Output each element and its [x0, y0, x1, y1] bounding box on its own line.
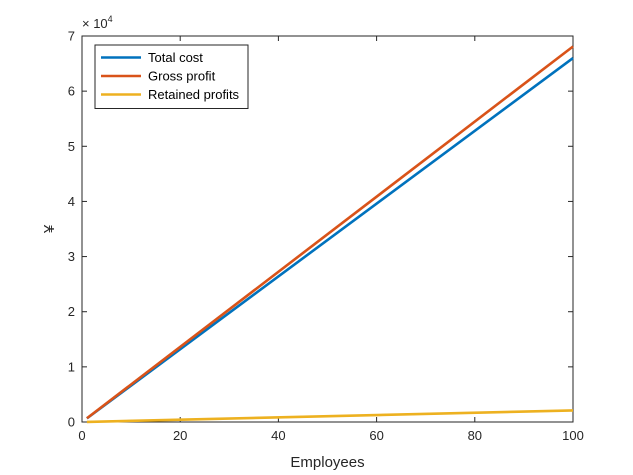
legend: Total cost Gross profit Retained profits — [94, 44, 249, 109]
y-exponent-power: 4 — [108, 14, 113, 24]
legend-label: Retained profits — [148, 87, 240, 102]
series-line-1 — [86, 45, 574, 420]
y-exponent-label: × 104 — [82, 14, 113, 31]
y-tick-label: 1 — [68, 359, 75, 374]
y-tick-label: 0 — [68, 415, 75, 430]
legend-label: Gross profit — [148, 69, 216, 84]
y-tick-label: 6 — [68, 84, 75, 99]
series-line-0 — [86, 57, 574, 420]
y-tick-label: 4 — [68, 194, 75, 209]
x-tick-label: 60 — [369, 428, 383, 443]
y-tick-label: 2 — [68, 304, 75, 319]
y-tick-label: 7 — [68, 29, 75, 44]
x-tick-label: 0 — [78, 428, 85, 443]
x-tick-label: 100 — [562, 428, 584, 443]
x-axis-label: Employees — [290, 454, 364, 471]
x-tick-label: 80 — [468, 428, 482, 443]
y-exponent-base: × 10 — [82, 16, 108, 31]
x-tick-label: 20 — [173, 428, 187, 443]
y-tick-label: 5 — [68, 139, 75, 154]
axis-ticks: 0 20 40 60 80 100 0 1 2 3 4 5 6 7 — [68, 29, 584, 444]
y-tick-label: 3 — [68, 249, 75, 264]
series-lines — [86, 45, 574, 424]
series-line-2 — [86, 409, 574, 424]
x-tick-label: 40 — [271, 428, 285, 443]
y-axis-label: ¥ — [41, 224, 58, 234]
legend-label: Total cost — [148, 50, 203, 65]
